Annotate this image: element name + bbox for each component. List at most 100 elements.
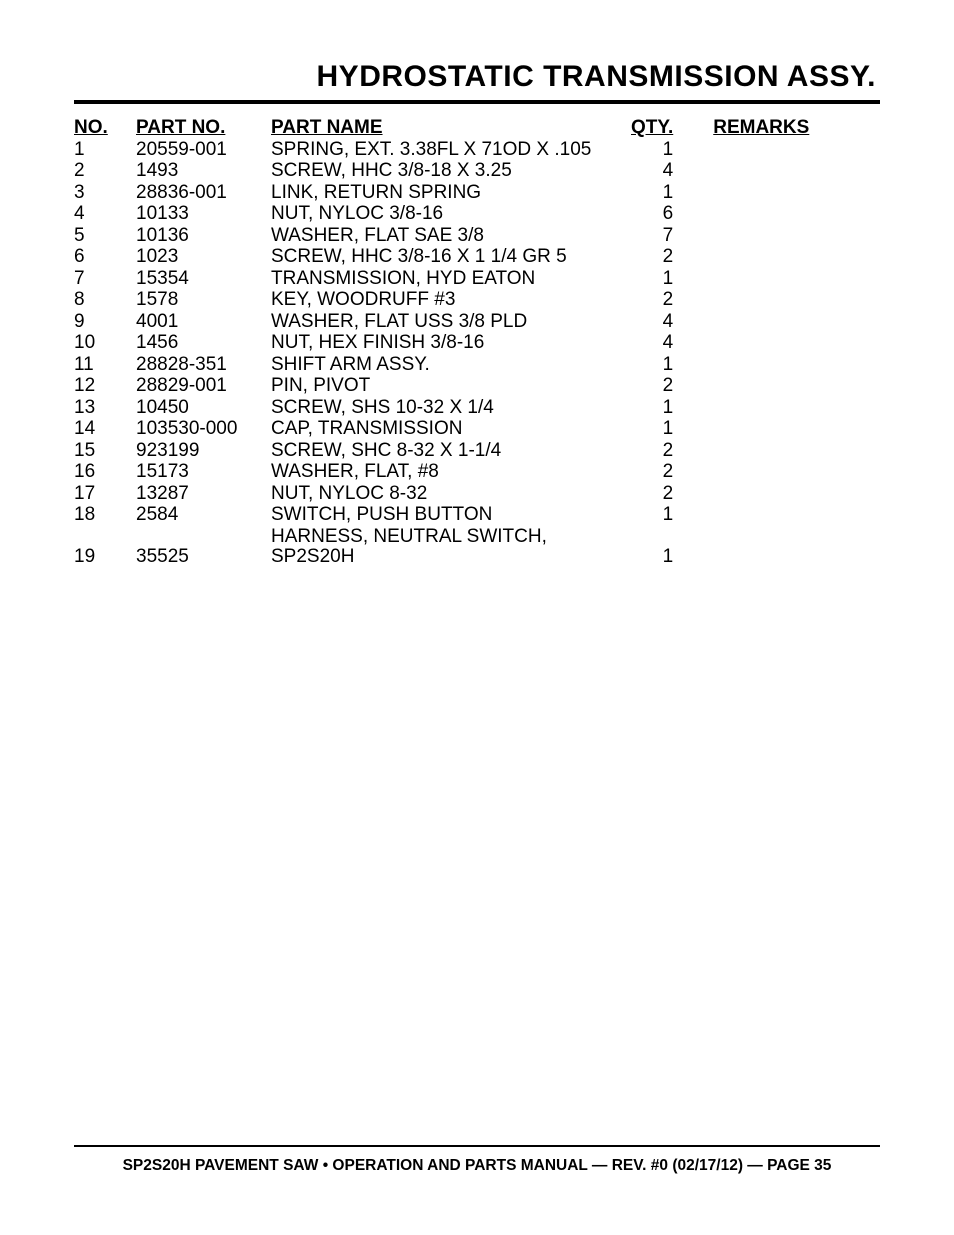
cell-part-name: SCREW, SHS 10-32 X 1/4 (271, 398, 631, 420)
cell-remarks (713, 462, 833, 484)
cell-no: 18 (74, 505, 136, 527)
cell-qty: 1 (631, 398, 713, 420)
cell-part-name: SPRING, EXT. 3.38FL X 71OD X .105 (271, 140, 631, 162)
cell-qty: 7 (631, 226, 713, 248)
cell-no: 19 (74, 527, 136, 569)
table-row: 1228829-001PIN, PIVOT2 (74, 376, 833, 398)
cell-part-name: NUT, NYLOC 3/8-16 (271, 204, 631, 226)
cell-remarks (713, 183, 833, 205)
table-row: 1713287NUT, NYLOC 8-322 (74, 484, 833, 506)
cell-qty: 1 (631, 527, 713, 569)
cell-remarks (713, 505, 833, 527)
cell-remarks (713, 247, 833, 269)
cell-part-name: WASHER, FLAT SAE 3/8 (271, 226, 631, 248)
table-row: 15923199SCREW, SHC 8-32 X 1-1/42 (74, 441, 833, 463)
cell-part-no: 35525 (136, 527, 271, 569)
cell-part-name: SCREW, SHC 8-32 X 1-1/4 (271, 441, 631, 463)
cell-no: 2 (74, 161, 136, 183)
cell-part-name: TRANSMISSION, HYD EATON (271, 269, 631, 291)
cell-part-name: SCREW, HHC 3/8-16 X 1 1/4 GR 5 (271, 247, 631, 269)
cell-no: 1 (74, 140, 136, 162)
cell-remarks (713, 355, 833, 377)
table-row: 21493SCREW, HHC 3/8-18 X 3.254 (74, 161, 833, 183)
cell-part-no: 923199 (136, 441, 271, 463)
cell-part-no: 28829-001 (136, 376, 271, 398)
header-part-no: PART NO. (136, 118, 271, 140)
cell-no: 15 (74, 441, 136, 463)
page-title: HYDROSTATIC TRANSMISSION ASSY. (317, 60, 876, 93)
cell-qty: 2 (631, 462, 713, 484)
table-row: 328836-001LINK, RETURN SPRING1 (74, 183, 833, 205)
cell-remarks (713, 161, 833, 183)
table-row: 182584SWITCH, PUSH BUTTON1 (74, 505, 833, 527)
table-header-row: NO. PART NO. PART NAME QTY. REMARKS (74, 118, 833, 140)
cell-no: 11 (74, 355, 136, 377)
header-remarks: REMARKS (713, 118, 833, 140)
cell-part-no: 103530-000 (136, 419, 271, 441)
cell-no: 4 (74, 204, 136, 226)
header-no: NO. (74, 118, 136, 140)
cell-qty: 4 (631, 333, 713, 355)
cell-remarks (713, 140, 833, 162)
cell-qty: 1 (631, 505, 713, 527)
footer-text: SP2S20H PAVEMENT SAW • OPERATION AND PAR… (60, 1157, 894, 1175)
cell-part-no: 13287 (136, 484, 271, 506)
cell-remarks (713, 226, 833, 248)
cell-remarks (713, 376, 833, 398)
cell-part-name: KEY, WOODRUFF #3 (271, 290, 631, 312)
cell-part-no: 1493 (136, 161, 271, 183)
table-row: 1935525HARNESS, NEUTRAL SWITCH, SP2S20H1 (74, 527, 833, 569)
cell-part-name: WASHER, FLAT USS 3/8 PLD (271, 312, 631, 334)
cell-qty: 4 (631, 161, 713, 183)
parts-table: NO. PART NO. PART NAME QTY. REMARKS 1205… (74, 118, 833, 569)
table-row: 61023SCREW, HHC 3/8-16 X 1 1/4 GR 52 (74, 247, 833, 269)
cell-qty: 1 (631, 269, 713, 291)
title-block: HYDROSTATIC TRANSMISSION ASSY. (60, 60, 876, 94)
cell-part-no: 10450 (136, 398, 271, 420)
cell-part-name: CAP, TRANSMISSION (271, 419, 631, 441)
cell-remarks (713, 204, 833, 226)
table-row: 1615173WASHER, FLAT, #82 (74, 462, 833, 484)
cell-part-name: NUT, HEX FINISH 3/8-16 (271, 333, 631, 355)
cell-no: 13 (74, 398, 136, 420)
cell-no: 10 (74, 333, 136, 355)
cell-no: 16 (74, 462, 136, 484)
header-part-name: PART NAME (271, 118, 631, 140)
cell-part-name: NUT, NYLOC 8-32 (271, 484, 631, 506)
table-row: 510136WASHER, FLAT SAE 3/87 (74, 226, 833, 248)
cell-qty: 1 (631, 183, 713, 205)
cell-remarks (713, 290, 833, 312)
table-row: 1310450SCREW, SHS 10-32 X 1/41 (74, 398, 833, 420)
cell-remarks (713, 527, 833, 569)
cell-qty: 6 (631, 204, 713, 226)
cell-remarks (713, 484, 833, 506)
cell-no: 7 (74, 269, 136, 291)
cell-no: 3 (74, 183, 136, 205)
table-row: 94001WASHER, FLAT USS 3/8 PLD4 (74, 312, 833, 334)
cell-qty: 2 (631, 484, 713, 506)
cell-part-no: 28836-001 (136, 183, 271, 205)
cell-qty: 2 (631, 376, 713, 398)
cell-part-no: 1023 (136, 247, 271, 269)
cell-part-name: SCREW, HHC 3/8-18 X 3.25 (271, 161, 631, 183)
cell-remarks (713, 312, 833, 334)
table-row: 715354TRANSMISSION, HYD EATON1 (74, 269, 833, 291)
cell-qty: 1 (631, 419, 713, 441)
cell-qty: 2 (631, 290, 713, 312)
cell-qty: 2 (631, 247, 713, 269)
cell-part-no: 28828-351 (136, 355, 271, 377)
cell-part-name: SWITCH, PUSH BUTTON (271, 505, 631, 527)
table-row: 120559-001SPRING, EXT. 3.38FL X 71OD X .… (74, 140, 833, 162)
table-row: 101456NUT, HEX FINISH 3/8-164 (74, 333, 833, 355)
cell-no: 5 (74, 226, 136, 248)
cell-part-no: 10136 (136, 226, 271, 248)
cell-part-no: 15354 (136, 269, 271, 291)
cell-part-no: 4001 (136, 312, 271, 334)
cell-part-no: 1578 (136, 290, 271, 312)
cell-no: 9 (74, 312, 136, 334)
cell-qty: 1 (631, 140, 713, 162)
cell-no: 14 (74, 419, 136, 441)
table-row: 1128828-351SHIFT ARM ASSY.1 (74, 355, 833, 377)
cell-qty: 4 (631, 312, 713, 334)
cell-part-no: 1456 (136, 333, 271, 355)
